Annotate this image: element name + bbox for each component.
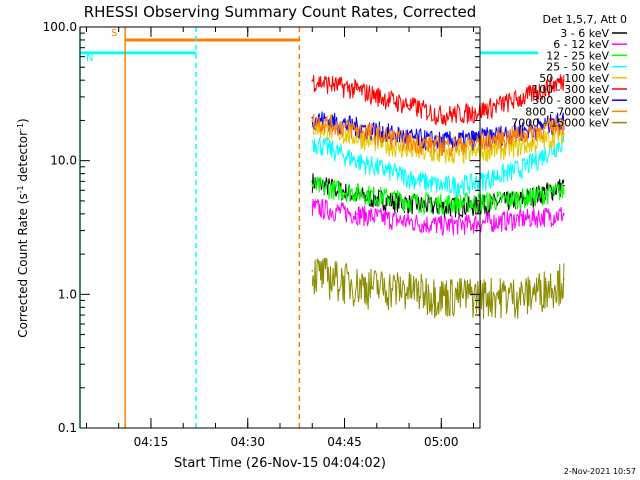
- legend-label: 25 - 50 keV: [546, 61, 609, 74]
- series-point: [356, 191, 359, 194]
- series-point: [311, 184, 314, 187]
- series-point: [311, 269, 314, 272]
- series-point: [563, 122, 565, 125]
- series-point: [356, 88, 359, 91]
- series-point: [563, 278, 565, 280]
- series-point: [408, 104, 410, 106]
- y-axis-label-end: ): [16, 118, 30, 123]
- series-point: [440, 144, 443, 147]
- footer-timestamp: 2-Nov-2021 10:57: [564, 467, 636, 476]
- series-point: [563, 79, 565, 81]
- y-tick-label: 1.0: [58, 287, 77, 301]
- legend-title: Det 1,5,7, Att 0: [543, 13, 627, 26]
- chart-title: RHESSI Observing Summary Count Rates, Co…: [84, 3, 477, 21]
- legend-label: 12 - 25 keV: [546, 49, 609, 62]
- series-point: [563, 140, 565, 142]
- series-point: [440, 114, 443, 116]
- flag-label: S: [111, 28, 117, 39]
- legend-label: 50 - 100 keV: [539, 72, 609, 85]
- x-tick-label: 05:00: [424, 435, 459, 449]
- legend-label: 100 - 300 keV: [532, 83, 609, 96]
- series-point: [408, 176, 410, 179]
- series-point: [524, 144, 526, 147]
- series-line-4: [311, 121, 565, 165]
- legend-label: 7000 - 15000 keV: [511, 117, 609, 130]
- legend-label: 300 - 800 keV: [532, 94, 609, 107]
- series-point: [472, 138, 475, 140]
- series-point: [356, 129, 359, 131]
- x-tick-label: 04:45: [327, 435, 362, 449]
- series-point: [563, 189, 565, 192]
- series-point: [524, 129, 526, 131]
- series-point: [524, 165, 526, 168]
- series-point: [472, 151, 475, 154]
- flag-label: N: [86, 53, 93, 64]
- series-point: [356, 213, 359, 215]
- y-tick-label: 0.1: [58, 421, 77, 435]
- series-point: [311, 180, 314, 183]
- legend-label: 800 - 7000 keV: [525, 105, 609, 118]
- series-point: [440, 293, 443, 296]
- series-point: [356, 282, 359, 285]
- series-line-5: [311, 74, 565, 126]
- x-axis-label: Start Time (26-Nov-15 04:04:02): [174, 456, 386, 471]
- series-point: [311, 79, 314, 81]
- series-layer: [311, 74, 565, 319]
- series-point: [563, 213, 565, 215]
- series-point: [311, 206, 314, 208]
- y-axis-label-sup1: -1: [16, 185, 25, 193]
- x-tick-label: 04:15: [134, 435, 169, 449]
- series-point: [563, 132, 565, 135]
- series-point: [524, 197, 526, 200]
- series-point: [408, 140, 410, 142]
- y-axis-label: Corrected Count Rate (s-1 detector-1): [16, 118, 31, 337]
- y-tick-label: 100.0: [43, 20, 77, 34]
- series-point: [524, 217, 526, 220]
- series-point: [440, 202, 443, 205]
- series-point: [472, 142, 475, 145]
- y-axis-label-sup2: -1: [16, 123, 25, 131]
- series-point: [524, 293, 526, 296]
- legend-label: 3 - 6 keV: [560, 27, 609, 40]
- series-point: [440, 224, 443, 226]
- series-point: [472, 182, 475, 184]
- series-line-2: [311, 176, 565, 216]
- series-point: [524, 132, 526, 135]
- y-tick-label: 10.0: [50, 154, 77, 168]
- series-point: [311, 119, 314, 122]
- series-point: [472, 201, 475, 203]
- series-point: [524, 196, 526, 199]
- series-point: [356, 125, 359, 128]
- series-line-3: [311, 132, 565, 196]
- series-point: [472, 222, 475, 225]
- series-point: [408, 200, 410, 202]
- series-line-8: [311, 257, 565, 319]
- y-axis-label-mid: detector: [16, 131, 30, 186]
- series-point: [311, 140, 314, 142]
- series-point: [524, 96, 526, 98]
- legend-label: 6 - 12 keV: [553, 38, 609, 51]
- series-point: [440, 184, 443, 187]
- series-point: [408, 220, 410, 223]
- y-axis-label-main: Corrected Count Rate (s: [16, 193, 30, 337]
- series-point: [356, 159, 359, 162]
- series-point: [408, 288, 410, 290]
- series-line-1: [311, 198, 565, 236]
- series-line-7: [311, 113, 565, 157]
- x-tick-label: 04:30: [230, 435, 265, 449]
- series-point: [472, 111, 475, 114]
- axes-layer: 100.0 10.0 1.0 0.1 04:15 04:30 04:45 05:00: [43, 20, 481, 449]
